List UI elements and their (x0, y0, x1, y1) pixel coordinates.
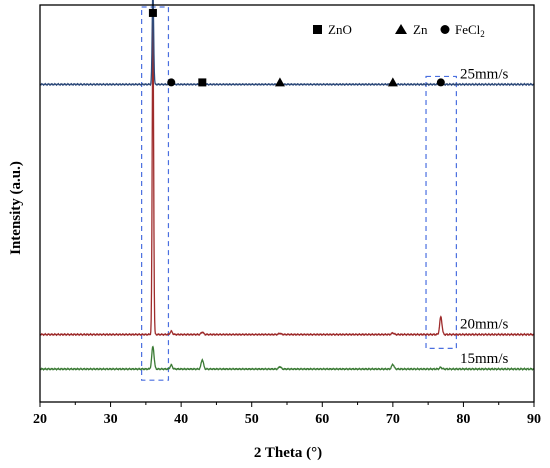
legend-triangle-icon (395, 24, 407, 34)
series-lines (39, 0, 535, 371)
legend-square-icon (313, 25, 322, 34)
x-tick-label: 30 (104, 412, 118, 427)
y-axis-title: Intensity (a.u.) (8, 161, 24, 255)
highlight-box (141, 6, 170, 381)
x-axis-ticks: 20 30 40 50 60 70 80 90 (33, 402, 541, 427)
series-label: 25mm/s (460, 66, 509, 82)
x-tick-label: 80 (456, 412, 470, 427)
series-line (39, 17, 535, 337)
legend-label-fecl2: FeCl2 (455, 22, 485, 39)
legend-label-fecl: FeCl (455, 22, 481, 37)
zno-marker-icon (148, 8, 157, 17)
x-tick-label: 40 (174, 412, 188, 427)
x-tick-label: 90 (527, 412, 541, 427)
series-label: 15mm/s (460, 351, 509, 367)
fecl2-marker-icon (167, 78, 176, 87)
x-axis-title: 2 Theta (°) (254, 445, 322, 461)
x-tick-label: 50 (245, 412, 259, 427)
legend-label-zno: ZnO (328, 22, 352, 37)
zn-marker-icon (387, 77, 398, 87)
zn-marker-icon (274, 77, 285, 87)
zno-marker-icon (198, 78, 207, 87)
legend-circle-icon (440, 25, 450, 34)
plot-frame (39, 4, 535, 403)
series-labels: 25mm/s 20mm/s 15mm/s (460, 66, 509, 367)
phase-markers (148, 8, 445, 87)
highlight-box (425, 75, 457, 350)
x-tick-label: 20 (33, 412, 47, 427)
legend: ZnO Zn FeCl2 (313, 22, 485, 39)
x-tick-label: 60 (315, 412, 329, 427)
x-tick-label: 70 (386, 412, 400, 427)
fecl2-marker-icon (436, 78, 445, 87)
series-line (39, 0, 535, 87)
legend-label-subscript: 2 (480, 29, 485, 39)
series-label: 20mm/s (460, 317, 509, 333)
highlight-boxes (141, 6, 457, 381)
legend-label-zn: Zn (413, 22, 428, 37)
series-line (39, 345, 535, 371)
